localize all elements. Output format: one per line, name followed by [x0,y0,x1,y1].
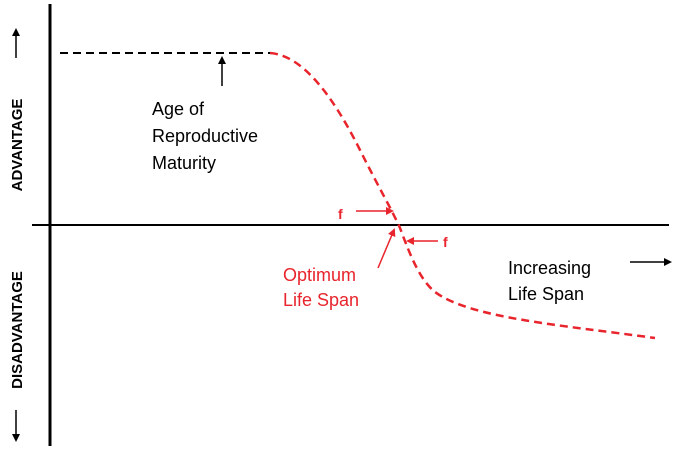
optimum-label: Optimum [283,265,356,285]
maturity-label: Age of [152,99,205,119]
maturity-label: Reproductive [152,126,258,146]
advantage-curve [269,51,656,340]
maturity-label: Maturity [152,153,216,173]
force-label: f [443,234,448,250]
optimum-label: Life Span [283,290,359,310]
increasing-label: Increasing [508,258,591,278]
force-label: f [338,206,343,222]
advantage-label: ADVANTAGE [9,99,26,192]
disadvantage-label: DISADVANTAGE [9,271,26,389]
optimum-arrow [377,228,396,269]
increasing-label: Life Span [508,284,584,304]
